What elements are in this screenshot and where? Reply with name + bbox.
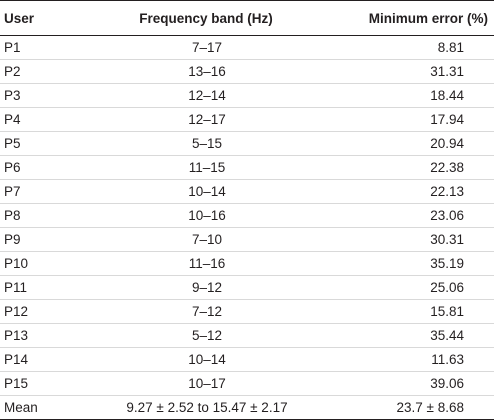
cell-minimum-error: 15.81 <box>314 299 494 324</box>
cell-user: P2 <box>0 59 100 84</box>
cell-frequency-band: 10–14 <box>100 347 314 372</box>
table-row: P4 12–17 17.94 <box>0 107 494 132</box>
cell-user: P7 <box>0 179 100 204</box>
cell-frequency-band: 12–17 <box>100 107 314 132</box>
cell-minimum-error: 22.13 <box>314 179 494 204</box>
cell-frequency-band: 11–15 <box>100 155 314 180</box>
cell-minimum-error: 30.31 <box>314 227 494 252</box>
header-minimum-error: Minimum error (%) <box>314 0 494 36</box>
table-row: P5 5–15 20.94 <box>0 131 494 156</box>
table-row: P9 7–10 30.31 <box>0 227 494 252</box>
cell-minimum-error: 23.06 <box>314 203 494 228</box>
cell-frequency-band: 7–17 <box>100 35 314 60</box>
header-user: User <box>0 0 100 36</box>
table-row: P11 9–12 25.06 <box>0 275 494 300</box>
table-row: P1 7–17 8.81 <box>0 35 494 60</box>
cell-minimum-error: 35.44 <box>314 323 494 348</box>
cell-user: P5 <box>0 131 100 156</box>
cell-minimum-error: 22.38 <box>314 155 494 180</box>
cell-minimum-error: 11.63 <box>314 347 494 372</box>
cell-user: P12 <box>0 299 100 324</box>
table-header: User Frequency band (Hz) Minimum error (… <box>0 0 494 36</box>
cell-minimum-error: 25.06 <box>314 275 494 300</box>
cell-user: P8 <box>0 203 100 228</box>
cell-frequency-band: 9–12 <box>100 275 314 300</box>
cell-minimum-error: 18.44 <box>314 83 494 108</box>
cell-minimum-error: 23.7 ± 8.68 <box>314 395 494 420</box>
cell-minimum-error: 31.31 <box>314 59 494 84</box>
table-row: P12 7–12 15.81 <box>0 299 494 324</box>
header-frequency-band: Frequency band (Hz) <box>100 0 314 36</box>
cell-user: P15 <box>0 371 100 396</box>
table-row: P7 10–14 22.13 <box>0 179 494 204</box>
table-row: P8 10–16 23.06 <box>0 203 494 228</box>
table-body: P1 7–17 8.81 P2 13–16 31.31 P3 12–14 18.44 P4 12–1… <box>0 35 494 420</box>
cell-user: P1 <box>0 35 100 60</box>
cell-minimum-error: 35.19 <box>314 251 494 276</box>
table-row: P3 12–14 18.44 <box>0 83 494 108</box>
cell-frequency-band: 7–12 <box>100 299 314 324</box>
table-row: Mean 9.27 ± 2.52 to 15.47 ± 2.17 23.7 ± 8.… <box>0 395 494 420</box>
table-row: P14 10–14 11.63 <box>0 347 494 372</box>
cell-user: P3 <box>0 83 100 108</box>
cell-user: P4 <box>0 107 100 132</box>
table-row: P15 10–17 39.06 <box>0 371 494 396</box>
cell-minimum-error: 17.94 <box>314 107 494 132</box>
cell-user: P11 <box>0 275 100 300</box>
cell-frequency-band: 13–16 <box>100 59 314 84</box>
cell-user: P10 <box>0 251 100 276</box>
cell-frequency-band: 9.27 ± 2.52 to 15.47 ± 2.17 <box>100 395 314 420</box>
table-row: P6 11–15 22.38 <box>0 155 494 180</box>
cell-frequency-band: 12–14 <box>100 83 314 108</box>
cell-frequency-band: 5–12 <box>100 323 314 348</box>
header-row: User Frequency band (Hz) Minimum error (… <box>0 0 494 36</box>
cell-user: P6 <box>0 155 100 180</box>
table-row: P13 5–12 35.44 <box>0 323 494 348</box>
cell-user: P14 <box>0 347 100 372</box>
cell-user: P13 <box>0 323 100 348</box>
cell-minimum-error: 39.06 <box>314 371 494 396</box>
cell-user: Mean <box>0 395 100 420</box>
cell-frequency-band: 5–15 <box>100 131 314 156</box>
cell-user: P9 <box>0 227 100 252</box>
cell-frequency-band: 7–10 <box>100 227 314 252</box>
cell-frequency-band: 10–16 <box>100 203 314 228</box>
cell-frequency-band: 10–14 <box>100 179 314 204</box>
table-row: P10 11–16 35.19 <box>0 251 494 276</box>
cell-minimum-error: 20.94 <box>314 131 494 156</box>
cell-minimum-error: 8.81 <box>314 35 494 60</box>
table-row: P2 13–16 31.31 <box>0 59 494 84</box>
cell-frequency-band: 11–16 <box>100 251 314 276</box>
cell-frequency-band: 10–17 <box>100 371 314 396</box>
